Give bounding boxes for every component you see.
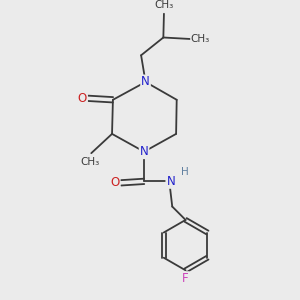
Text: F: F [182, 272, 189, 285]
Text: O: O [78, 92, 87, 105]
Text: CH₃: CH₃ [80, 157, 99, 167]
Text: N: N [141, 76, 150, 88]
Text: CH₃: CH₃ [191, 34, 210, 44]
Text: H: H [181, 167, 189, 178]
Text: O: O [110, 176, 120, 189]
Text: CH₃: CH₃ [154, 1, 174, 10]
Text: N: N [167, 175, 175, 188]
Text: N: N [140, 145, 148, 158]
